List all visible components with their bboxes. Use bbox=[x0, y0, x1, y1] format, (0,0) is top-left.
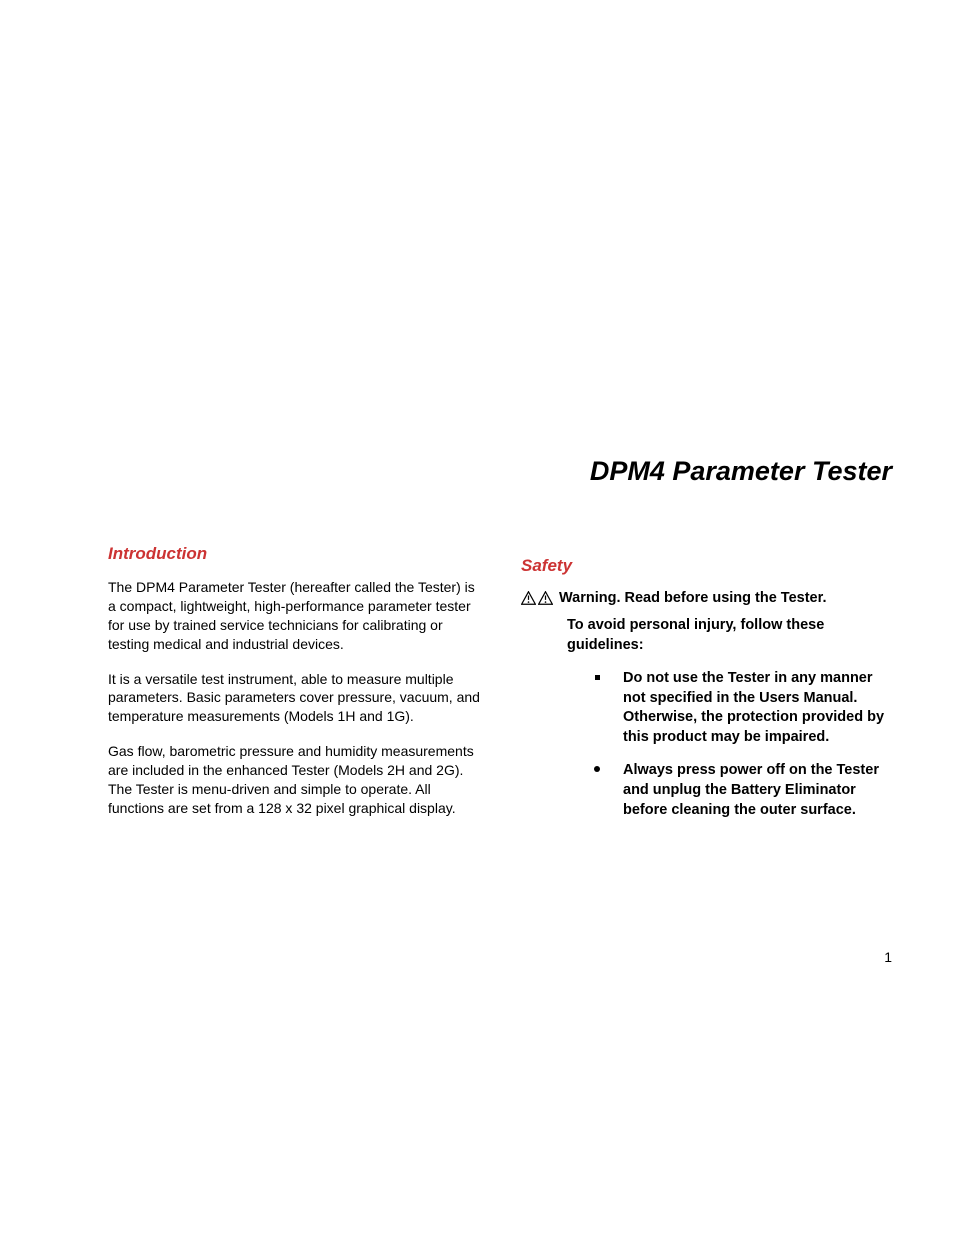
guideline-item: Always press power off on the Tester and… bbox=[595, 761, 894, 820]
warning-triangle-icon bbox=[521, 591, 536, 605]
guideline-item: Do not use the Tester in any manner not … bbox=[595, 669, 894, 747]
document-title: DPM4 Parameter Tester bbox=[590, 456, 892, 487]
page-number: 1 bbox=[884, 949, 892, 965]
introduction-heading: Introduction bbox=[108, 544, 481, 564]
intro-paragraph-2: It is a versatile test instrument, able … bbox=[108, 670, 481, 727]
warning-label: Warning. Read before using the Tester. bbox=[559, 590, 827, 606]
intro-paragraph-1: The DPM4 Parameter Tester (hereafter cal… bbox=[108, 578, 481, 654]
left-column: Introduction The DPM4 Parameter Tester (… bbox=[108, 544, 481, 834]
guidelines-intro: To avoid personal injury, follow these g… bbox=[521, 616, 894, 655]
guidelines-list: Do not use the Tester in any manner not … bbox=[521, 669, 894, 820]
warning-triangle-icon bbox=[538, 591, 553, 605]
warning-icons bbox=[521, 591, 553, 605]
warning-line: Warning. Read before using the Tester. bbox=[521, 590, 894, 606]
safety-heading: Safety bbox=[521, 556, 894, 576]
intro-paragraph-3: Gas flow, barometric pressure and humidi… bbox=[108, 742, 481, 818]
right-column: Safety Warning. Read before using the Te… bbox=[521, 544, 894, 834]
content-columns: Introduction The DPM4 Parameter Tester (… bbox=[108, 544, 894, 834]
page: DPM4 Parameter Tester Introduction The D… bbox=[0, 0, 954, 1235]
